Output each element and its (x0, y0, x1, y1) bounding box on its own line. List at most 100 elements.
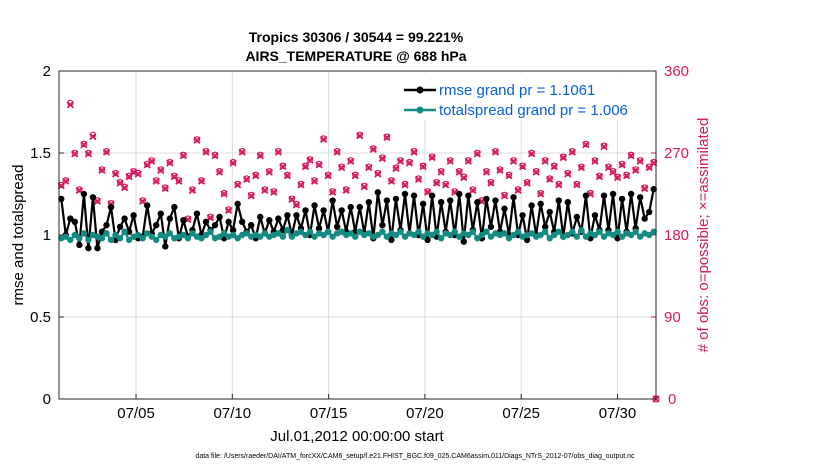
rmse-point (257, 213, 264, 221)
obs-assimilated-point (292, 201, 301, 209)
obs-assimilated-point (215, 168, 224, 176)
obs-possible-point (288, 195, 296, 202)
obs-assimilated-point (555, 181, 563, 189)
y-tick-label: 2 (43, 63, 51, 80)
totalspread-point (618, 233, 626, 240)
x-tick-label: 07/20 (406, 405, 444, 422)
obs-possible-point (202, 147, 210, 155)
totalspread-point (121, 228, 128, 235)
totalspread-point (116, 235, 124, 242)
x-tick-label: 07/05 (117, 405, 155, 422)
totalspread-point (627, 231, 635, 239)
obs-possible-point (424, 188, 431, 195)
x-tick-label: 07/25 (502, 405, 540, 422)
totalspread-point (401, 233, 409, 240)
obs-assimilated-point (360, 183, 368, 191)
obs-possible-point (211, 151, 219, 159)
totalspread-point (107, 236, 115, 244)
rmse-point (627, 190, 635, 198)
y2-tick-label: 360 (664, 63, 689, 80)
rmse-point (365, 199, 373, 206)
totalspread-point (483, 228, 490, 235)
obs-assimilated-point (247, 192, 255, 200)
rmse-point (311, 202, 318, 209)
obs-possible-point (537, 189, 544, 197)
obs-assimilated-point (315, 161, 323, 169)
legend-rmse-marker (416, 86, 424, 94)
obs-possible-point (80, 140, 88, 148)
rmse-point (374, 189, 382, 196)
obs-assimilated-point (157, 166, 165, 174)
rmse-point (419, 200, 427, 208)
obs-possible-point (116, 178, 124, 186)
obs-possible-point (514, 186, 522, 193)
obs-assimilated-point (342, 186, 350, 194)
totalspread-point (433, 228, 440, 235)
rmse-point (591, 212, 599, 219)
rmse-point (71, 218, 79, 226)
obs-possible-point (243, 175, 250, 182)
obs-assimilated-point (518, 163, 527, 171)
obs-possible-point (392, 164, 400, 171)
obs-possible-point (397, 157, 404, 164)
rmse-point (555, 197, 562, 204)
obs-possible-point (347, 157, 354, 164)
footer-data-file: data file: /Users/raeder/DAI/ATM_forcXX/… (195, 453, 635, 460)
obs-possible-point (361, 182, 368, 189)
obs-assimilated-point (405, 159, 414, 167)
totalspread-point (207, 228, 214, 235)
totalspread-point (302, 231, 309, 239)
totalspread-point (383, 233, 391, 240)
rmse-point (248, 221, 255, 229)
rmse-point (166, 215, 174, 222)
obs-possible-point (198, 177, 205, 184)
rmse-point (401, 190, 409, 198)
obs-possible-point (220, 189, 228, 197)
obs-possible-point (406, 158, 413, 166)
rmse-point (153, 221, 160, 229)
totalspread-point (501, 230, 508, 237)
obs-possible-point (166, 158, 174, 166)
legend-box (398, 73, 654, 120)
obs-possible-point (496, 166, 504, 173)
obs-possible-point (153, 177, 160, 184)
totalspread-point (257, 233, 264, 240)
totalspread-point (288, 233, 296, 240)
totalspread-point (352, 233, 359, 240)
obs-assimilated-point (500, 192, 509, 200)
totalspread-point (478, 231, 486, 239)
totalspread-point (365, 230, 373, 237)
obs-assimilated-point (514, 186, 522, 194)
totalspread-point (505, 235, 513, 242)
totalspread-point (537, 231, 544, 239)
totalspread-point (650, 228, 657, 235)
obs-assimilated-point (568, 148, 576, 156)
obs-possible-point (383, 133, 391, 140)
rmse-point (618, 195, 626, 203)
totalspread-point (528, 230, 535, 237)
obs-possible-point (632, 166, 639, 173)
obs-assimilated-point (261, 186, 269, 194)
obs-assimilated-point (473, 150, 481, 158)
obs-possible-point (505, 171, 513, 179)
rmse-point (383, 197, 391, 204)
obs-assimilated-point (188, 186, 197, 194)
obs-assimilated-point (351, 172, 359, 180)
obs-assimilated-point (93, 197, 102, 205)
rmse-point (537, 200, 544, 208)
obs-possible-point (189, 186, 196, 193)
rmse-point (501, 205, 508, 212)
obs-possible-point (261, 186, 268, 193)
obs-assimilated-point (537, 190, 545, 198)
rmse-point (315, 225, 323, 232)
chart-title: Tropics 30306 / 30544 = 99.221% (249, 29, 464, 45)
rmse-point (58, 195, 65, 203)
obs-assimilated-point (636, 157, 644, 165)
obs-possible-point (238, 147, 246, 155)
obs-assimilated-point (496, 166, 504, 174)
obs-assimilated-point (328, 188, 337, 196)
obs-assimilated-point (252, 172, 260, 180)
obs-assimilated-point (238, 148, 246, 156)
rmse-point (519, 212, 526, 219)
